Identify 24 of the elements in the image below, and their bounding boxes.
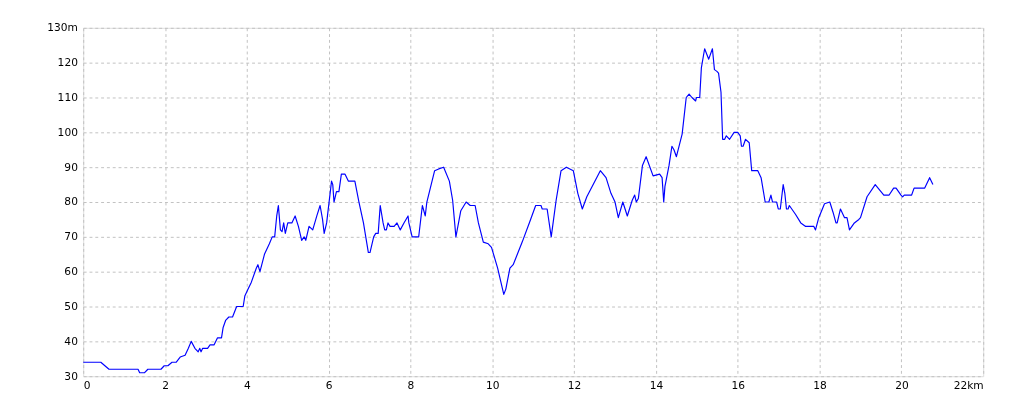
x-tick-label: 6 <box>325 379 333 393</box>
x-tick-label: 22km <box>953 379 984 393</box>
y-tick-label: 50 <box>64 299 79 313</box>
y-tick-label: 30 <box>64 369 79 383</box>
x-tick-label: 18 <box>813 379 828 393</box>
x-tick-label: 12 <box>567 379 582 393</box>
x-tick-label: 4 <box>243 379 251 393</box>
x-tick-label: 2 <box>162 379 169 393</box>
y-tick-label: 80 <box>64 195 79 209</box>
y-tick-label: 60 <box>64 265 79 279</box>
y-tick-label: 100 <box>57 125 79 139</box>
y-tick-label: 90 <box>64 160 79 174</box>
x-tick-label: 0 <box>83 379 91 393</box>
x-tick-label: 20 <box>895 379 909 393</box>
x-tick-label: 10 <box>486 379 500 393</box>
y-tick-label: 70 <box>64 230 79 244</box>
x-tick-label: 16 <box>731 379 746 393</box>
y-tick-label: 130m <box>47 21 78 35</box>
y-tick-label: 120 <box>57 56 79 70</box>
x-tick-label: 14 <box>649 379 664 393</box>
x-tick-label: 8 <box>407 379 415 393</box>
y-tick-label: 110 <box>57 90 79 104</box>
y-tick-label: 40 <box>64 334 79 348</box>
line-series <box>82 48 934 374</box>
